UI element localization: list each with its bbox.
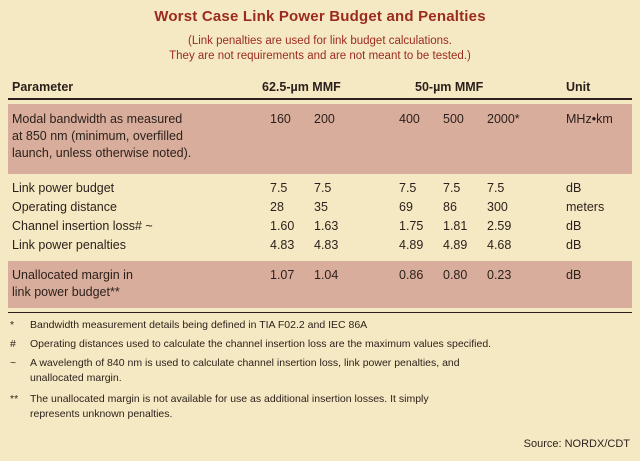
budget-value-5: 7.5 — [487, 181, 505, 195]
insertion-value-3: 1.75 — [399, 219, 424, 233]
distance-value-1: 28 — [270, 200, 284, 214]
budget-value-3: 7.5 — [399, 181, 417, 195]
footer-rule — [8, 312, 632, 313]
penalties-value-2: 4.83 — [314, 238, 339, 252]
header-unit: Unit — [566, 80, 591, 94]
insertion-value-5: 2.59 — [487, 219, 512, 233]
modal-value-3: 400 — [399, 112, 420, 126]
row-modal-label: Modal bandwidth as measured at 850 nm (m… — [12, 112, 192, 160]
margin-value-4: 0.80 — [443, 268, 468, 282]
modal-band — [8, 104, 632, 174]
header-mmf-50: 50-µm MMF — [415, 80, 484, 94]
row-margin-label: Unallocated margin in link power budget*… — [12, 268, 133, 299]
distance-unit: meters — [566, 200, 605, 214]
distance-value-2: 35 — [314, 200, 328, 214]
footnote-2: Operating distances used to calculate th… — [30, 338, 492, 350]
penalties-value-3: 4.89 — [399, 238, 424, 252]
margin-unit: dB — [566, 268, 582, 282]
margin-band — [8, 261, 632, 308]
budget-unit: dB — [566, 181, 582, 195]
footnote-1-mark: * — [10, 319, 15, 331]
row-insertion-label: Channel insertion loss# ~ — [12, 219, 153, 233]
subtitle-line-2: They are not requirements and are not me… — [169, 50, 471, 62]
subtitle-line-1: (Link penalties are used for link budget… — [187, 35, 453, 47]
row-penalties-label: Link power penalties — [12, 238, 126, 252]
margin-value-3: 0.86 — [399, 268, 424, 282]
modal-value-5: 2000* — [487, 112, 520, 126]
insertion-value-1: 1.60 — [270, 219, 295, 233]
modal-unit: MHz•km — [566, 112, 613, 126]
modal-value-4: 500 — [443, 112, 464, 126]
header-mmf-62: 62.5-µm MMF — [262, 80, 341, 94]
penalties-value-1: 4.83 — [270, 238, 295, 252]
margin-value-2: 1.04 — [314, 268, 339, 282]
footnote-2-mark: # — [10, 338, 16, 350]
source-credit: Source: NORDX/CDT — [523, 438, 630, 450]
budget-value-4: 7.5 — [443, 181, 461, 195]
modal-value-2: 200 — [314, 112, 335, 126]
footnote-4: The unallocated margin is not available … — [30, 393, 429, 420]
penalties-value-5: 4.68 — [487, 238, 512, 252]
distance-value-3: 69 — [399, 200, 413, 214]
budget-value-2: 7.5 — [314, 181, 332, 195]
distance-value-4: 86 — [443, 200, 457, 214]
margin-value-1: 1.07 — [270, 268, 295, 282]
insertion-value-2: 1.63 — [314, 219, 339, 233]
penalties-unit: dB — [566, 238, 582, 252]
insertion-unit: dB — [566, 219, 582, 233]
footnote-3: A wavelength of 840 nm is used to calcul… — [30, 357, 460, 384]
footnote-4-mark: ** — [10, 393, 19, 405]
row-distance-label: Operating distance — [12, 200, 117, 214]
row-budget-label: Link power budget — [12, 181, 115, 195]
subtitle: (Link penalties are used for link budget… — [0, 34, 640, 64]
distance-value-5: 300 — [487, 200, 508, 214]
margin-value-5: 0.23 — [487, 268, 512, 282]
footnote-1: Bandwidth measurement details being defi… — [30, 319, 368, 331]
header-rule — [8, 98, 632, 100]
header-parameter: Parameter — [12, 80, 74, 94]
page-title: Worst Case Link Power Budget and Penalti… — [154, 8, 486, 25]
insertion-value-4: 1.81 — [443, 219, 468, 233]
penalties-value-4: 4.89 — [443, 238, 468, 252]
footnote-3-mark: ~ — [10, 357, 17, 369]
modal-value-1: 160 — [270, 112, 291, 126]
budget-value-1: 7.5 — [270, 181, 288, 195]
